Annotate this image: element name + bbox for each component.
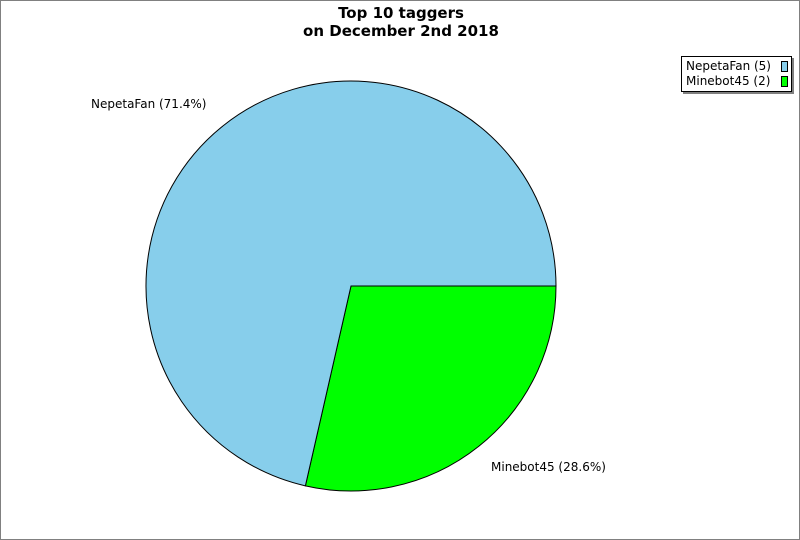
legend-swatch-minebot45: [781, 76, 788, 87]
pie-slice-nepetafan: [145, 80, 557, 487]
slice-label-nepetafan: NepetaFan (71.4%): [91, 97, 206, 111]
chart-title-line-1: Top 10 taggers: [338, 4, 464, 22]
slice-label-minebot45: Minebot45 (28.6%): [491, 460, 606, 474]
legend-label-minebot45: Minebot45 (2): [686, 74, 770, 88]
legend-label-nepetafan: NepetaFan (5): [686, 59, 771, 73]
legend-box: [681, 56, 792, 92]
chart-title-line-2: on December 2nd 2018: [303, 22, 499, 40]
pie-slice-minebot45: [304, 285, 557, 492]
legend-swatch-nepetafan: [781, 61, 788, 72]
legend: NepetaFan (5) Minebot45 (2): [681, 56, 794, 94]
